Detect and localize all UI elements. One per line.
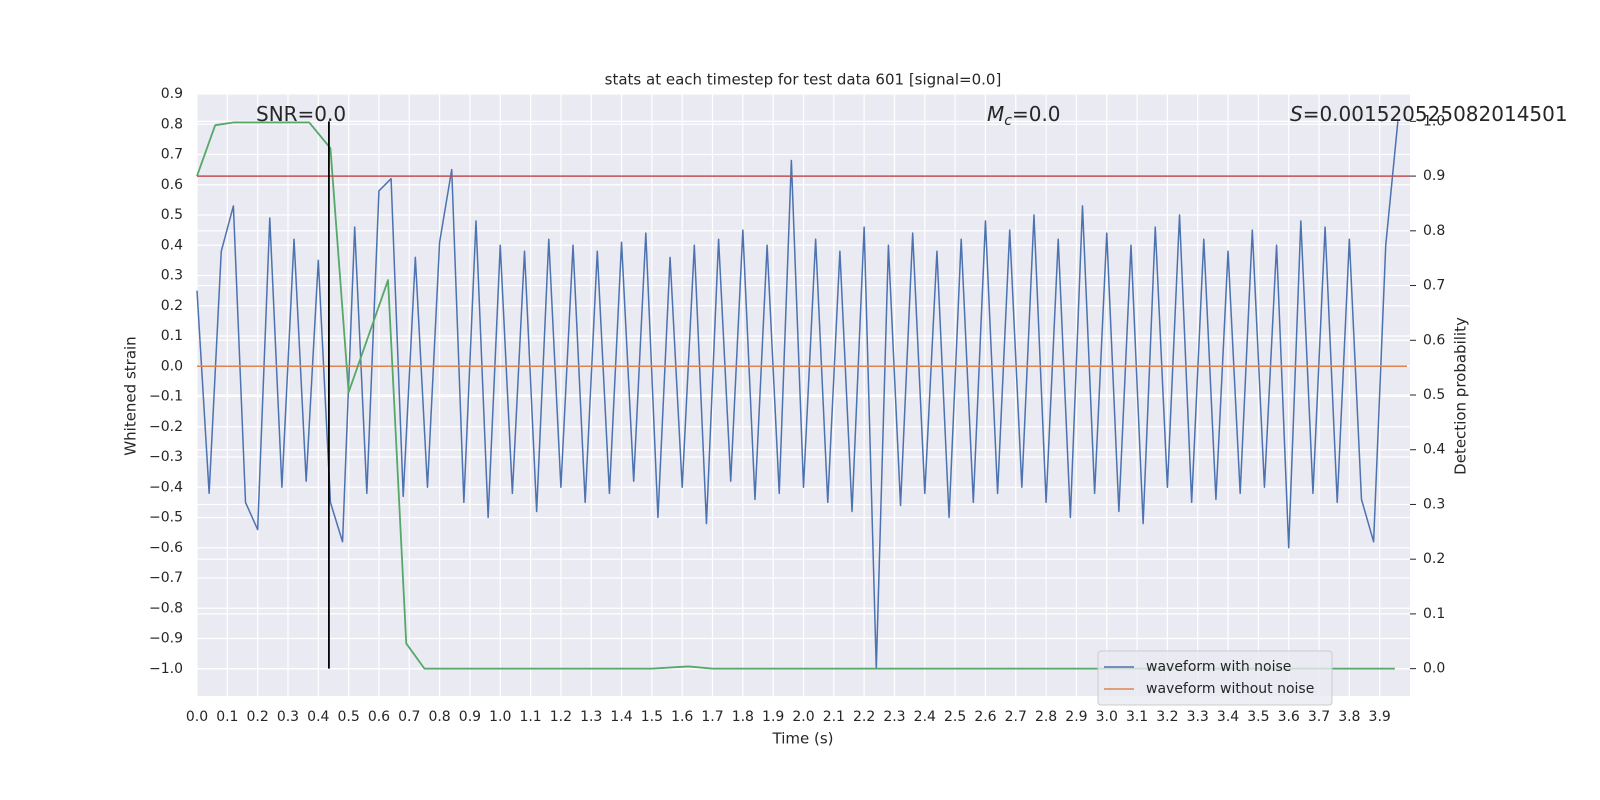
- y-tick-label: 0.1: [161, 328, 183, 344]
- x-tick-label: 1.1: [519, 709, 541, 725]
- x-tick-label: 0.2: [247, 709, 269, 725]
- legend-box: [1097, 650, 1333, 706]
- x-tick-label: 2.0: [792, 709, 814, 725]
- y-tick-label: −1.0: [149, 661, 183, 677]
- y2-tick-label: 0.0: [1423, 661, 1445, 677]
- x-tick-label: 3.2: [1156, 709, 1178, 725]
- x-axis-label: Time (s): [772, 730, 834, 748]
- x-tick-label: 2.6: [974, 709, 996, 725]
- x-tick-label: 3.8: [1338, 709, 1360, 725]
- x-tick-label: 1.2: [550, 709, 572, 725]
- x-tick-label: 3.9: [1369, 709, 1391, 725]
- y2-tick-label: 0.8: [1423, 223, 1445, 239]
- y-tick-label: −0.9: [149, 631, 183, 647]
- x-tick-label: 3.3: [1187, 709, 1209, 725]
- y2-tick-label: 0.4: [1423, 442, 1445, 458]
- y-tick-label: 0.8: [161, 116, 183, 132]
- x-tick-label: 2.8: [1035, 709, 1057, 725]
- x-tick-label: 3.0: [1096, 709, 1118, 725]
- y2-tick-label: 1.0: [1423, 113, 1445, 129]
- y-tick-label: 0.2: [161, 298, 183, 314]
- y-tick-label: 0.6: [161, 177, 183, 193]
- y-tick-label: 0.9: [161, 86, 183, 102]
- chart-title: stats at each timestep for test data 601…: [605, 71, 1002, 89]
- annotation-symbol: S: [1290, 102, 1303, 126]
- x-tick-label: 2.1: [823, 709, 845, 725]
- y2-tick-label: 0.5: [1423, 387, 1445, 403]
- x-tick-label: 1.0: [489, 709, 511, 725]
- y-tick-label: −0.8: [149, 600, 183, 616]
- x-tick-label: 2.3: [883, 709, 905, 725]
- y-tick-label: 0.4: [161, 237, 183, 253]
- y-tick-label: 0.0: [161, 358, 183, 374]
- x-tick-label: 1.8: [732, 709, 754, 725]
- x-tick-label: 1.6: [671, 709, 693, 725]
- annotation: S=0.001520525082014501: [1290, 102, 1568, 126]
- annotation-text: =0.0: [1012, 102, 1061, 126]
- x-tick-label: 1.5: [641, 709, 663, 725]
- y2-tick-label: 0.3: [1423, 496, 1445, 512]
- x-tick-label: 0.5: [337, 709, 359, 725]
- x-tick-label: 2.2: [853, 709, 875, 725]
- x-tick-label: 0.7: [398, 709, 420, 725]
- series-line: [196, 121, 1395, 670]
- y2-tick-label: 0.6: [1423, 332, 1445, 348]
- y-tick-label: −0.3: [149, 449, 183, 465]
- x-tick-label: 2.7: [1005, 709, 1027, 725]
- x-tick-label: 3.4: [1217, 709, 1239, 725]
- annotation-subscript: c: [1004, 113, 1012, 129]
- y-tick-label: −0.5: [149, 510, 183, 526]
- y2-tick-label: 0.2: [1423, 551, 1445, 567]
- y-tick-label: −0.1: [149, 389, 183, 405]
- series-line: [196, 121, 1399, 670]
- x-tick-label: 3.7: [1308, 709, 1330, 725]
- y-tick-label: −0.2: [149, 419, 183, 435]
- x-tick-label: 0.0: [186, 709, 208, 725]
- legend-label: waveform without noise: [1146, 681, 1314, 697]
- y-tick-label: −0.6: [149, 540, 183, 556]
- y-tick-label: 0.7: [161, 147, 183, 163]
- x-tick-label: 1.9: [762, 709, 784, 725]
- annotation-text: =0.001520525082014501: [1303, 102, 1568, 126]
- y-tick-label: −0.7: [149, 570, 183, 586]
- x-tick-label: 0.9: [459, 709, 481, 725]
- x-tick-label: 1.3: [580, 709, 602, 725]
- y-tick-label: 0.5: [161, 207, 183, 223]
- x-tick-label: 0.6: [368, 709, 390, 725]
- legend-label: waveform with noise: [1146, 659, 1291, 675]
- annotation: SNR=0.0: [256, 102, 346, 126]
- x-tick-label: 0.4: [307, 709, 329, 725]
- x-tick-label: 0.8: [428, 709, 450, 725]
- y-axis-label: Whitened strain: [122, 336, 140, 455]
- x-tick-label: 3.1: [1126, 709, 1148, 725]
- x-tick-label: 0.3: [277, 709, 299, 725]
- x-tick-label: 3.6: [1278, 709, 1300, 725]
- y2-tick-label: 0.7: [1423, 278, 1445, 294]
- x-tick-label: 2.9: [1065, 709, 1087, 725]
- x-tick-label: 1.7: [701, 709, 723, 725]
- y2-tick-label: 0.9: [1423, 168, 1445, 184]
- x-tick-label: 3.5: [1247, 709, 1269, 725]
- y2-axis-label: Detection probability: [1452, 317, 1470, 475]
- x-tick-label: 1.4: [610, 709, 632, 725]
- annotation-text: SNR=0.0: [256, 102, 346, 126]
- x-tick-label: 0.1: [216, 709, 238, 725]
- x-tick-label: 2.4: [914, 709, 936, 725]
- y2-tick-label: 0.1: [1423, 606, 1445, 622]
- annotation: Mc=0.0: [987, 102, 1061, 130]
- y-tick-label: −0.4: [149, 479, 183, 495]
- x-tick-label: 2.5: [944, 709, 966, 725]
- annotation-symbol: M: [987, 102, 1004, 126]
- y-tick-label: 0.3: [161, 268, 183, 284]
